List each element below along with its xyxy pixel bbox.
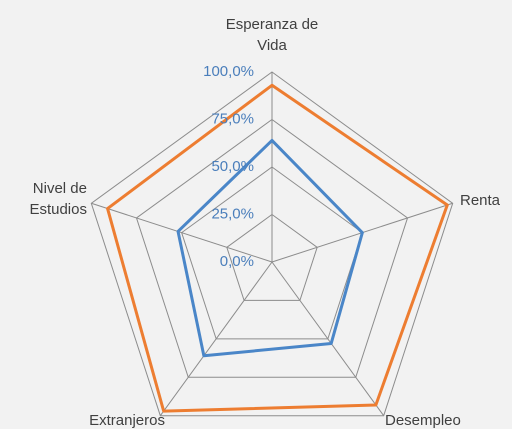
grid-ring <box>135 118 409 378</box>
category-label: Esperanza de Vida <box>225 16 319 54</box>
category-label: Desempleo <box>385 412 461 429</box>
spoke <box>271 261 385 417</box>
spoke <box>91 202 273 263</box>
grid-ring <box>226 213 318 301</box>
tick-label: 0,0% <box>220 253 254 270</box>
grid-ring <box>181 166 363 340</box>
series-line <box>176 138 364 358</box>
tick-label: 75,0% <box>211 110 254 127</box>
category-label: Nivel de Estudios <box>29 180 87 218</box>
grid-ring <box>90 71 454 417</box>
category-label: Extranjeros <box>89 412 165 429</box>
tick-label: 50,0% <box>211 158 254 175</box>
spoke <box>159 261 273 417</box>
tick-label: 25,0% <box>211 205 254 222</box>
tick-label: 100,0% <box>203 63 254 80</box>
series-line <box>106 83 449 413</box>
category-label: Renta <box>460 192 501 209</box>
